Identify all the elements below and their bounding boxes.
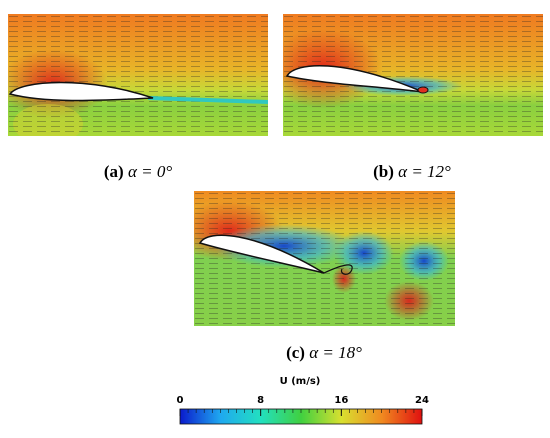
tick-label: 16 (334, 395, 348, 406)
tick-label: 8 (257, 395, 264, 406)
tick-label: 24 (415, 395, 429, 406)
caption-text: α = 18° (309, 343, 362, 362)
caption-text: α = 0° (128, 162, 172, 181)
colorbar: 0 8 16 24 (177, 395, 429, 425)
flow-image-c (194, 191, 455, 326)
flow-image-b (283, 14, 543, 136)
caption-text: α = 12° (398, 162, 451, 181)
caption: (b) α = 12° (373, 162, 451, 181)
caption: (a) α = 0° (104, 162, 172, 181)
colorbar-title: U (m/s) (280, 376, 321, 387)
caption-a: (a) α = 0° (104, 162, 172, 181)
flow-image-a (8, 14, 268, 136)
panel-label: (a) (104, 162, 124, 181)
caption-c: (c) α = 18° (286, 343, 362, 362)
caption: (c) α = 18° (286, 343, 362, 362)
panel-label: (b) (373, 162, 394, 181)
panel-label: (c) (286, 343, 305, 362)
tick-label: 0 (177, 395, 184, 406)
caption-b: (b) α = 12° (373, 162, 451, 181)
